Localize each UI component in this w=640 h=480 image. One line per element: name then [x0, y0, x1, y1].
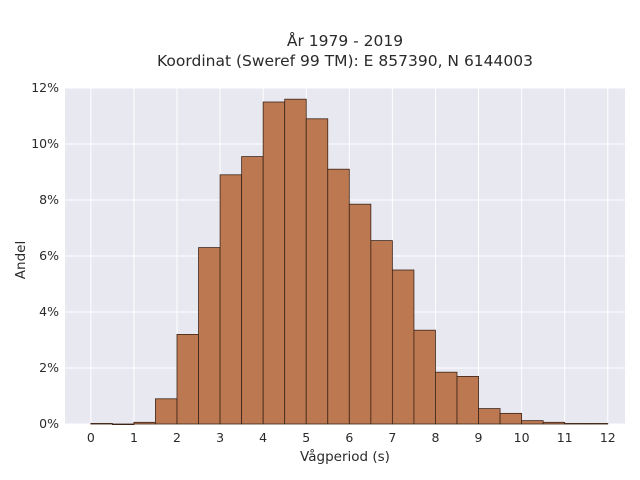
- histogram-bar: [327, 168, 350, 425]
- y-axis-label: Andel: [13, 241, 29, 279]
- histogram-bar: [499, 412, 523, 425]
- histogram-bar: [478, 408, 501, 425]
- histogram-bar: [198, 247, 221, 425]
- y-tick-label: 6%: [39, 248, 59, 263]
- histogram-bar: [456, 375, 479, 425]
- x-tick-label: 3: [216, 430, 224, 445]
- y-tick-label: 0%: [39, 416, 59, 431]
- histogram-bar: [133, 421, 156, 425]
- x-tick-label: 7: [388, 430, 396, 445]
- histogram-bar: [370, 240, 393, 425]
- histogram-bar: [348, 203, 372, 425]
- y-tick-label: 2%: [39, 360, 59, 375]
- x-tick-label: 8: [431, 430, 439, 445]
- histogram-bar: [219, 174, 243, 425]
- histogram-bar: [305, 118, 329, 425]
- histogram-bar: [241, 156, 264, 425]
- histogram-bar: [176, 333, 199, 425]
- histogram-bar: [284, 98, 307, 425]
- x-tick-label: 10: [514, 430, 530, 445]
- x-tick-label: 0: [87, 430, 95, 445]
- histogram-bar: [413, 329, 436, 425]
- x-tick-label: 2: [173, 430, 181, 445]
- histogram-bar: [111, 423, 135, 426]
- y-tick-label: 10%: [31, 136, 59, 151]
- histogram-bar: [564, 423, 587, 425]
- x-tick-label: 6: [345, 430, 353, 445]
- x-axis-label: Vågperiod (s): [300, 448, 390, 465]
- x-tick-label: 9: [475, 430, 483, 445]
- y-tick-label: 4%: [39, 304, 59, 319]
- histogram-bar: [391, 269, 415, 425]
- histogram-bar: [585, 423, 609, 425]
- y-tick-label: 12%: [31, 80, 59, 95]
- histogram-bar: [90, 423, 113, 425]
- x-tick-label: 4: [259, 430, 267, 445]
- x-tick-label: 12: [600, 430, 616, 445]
- histogram-bar: [521, 420, 544, 425]
- y-tick-label: 8%: [39, 192, 59, 207]
- x-tick-label: 1: [130, 430, 138, 445]
- chart-title: År 1979 - 2019: [287, 31, 403, 50]
- histogram-bar: [435, 371, 458, 425]
- x-tick-label: 11: [557, 430, 573, 445]
- chart-subtitle: Koordinat (Sweref 99 TM): E 857390, N 61…: [157, 52, 533, 70]
- histogram-bar: [542, 421, 566, 425]
- histogram-bar: [155, 398, 178, 425]
- x-tick-label: 5: [302, 430, 310, 445]
- histogram-bar: [262, 101, 286, 425]
